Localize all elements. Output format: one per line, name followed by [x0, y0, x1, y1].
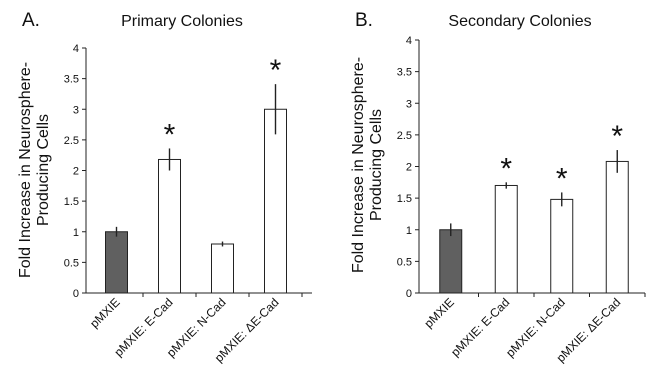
- panel-b-bar: [605, 160, 629, 294]
- panel-b-y-tick-label: 4: [406, 35, 412, 47]
- panel-b-y-tick-label: 0: [406, 288, 412, 300]
- panel-b-bars: * * *: [439, 120, 629, 294]
- panel-a-y-tick-label: 3: [73, 104, 79, 116]
- panel-a-bar: [264, 108, 287, 294]
- panel-b-y-tick-label: 0.5: [397, 256, 412, 268]
- panel-a-y-tick-label: 2: [73, 166, 79, 178]
- panel-b-y-tick-label: 1.5: [397, 193, 412, 205]
- panel-a-y-tick-label: 0: [73, 288, 79, 300]
- panel-b-ylabel-line-2: Producing Cells: [368, 109, 385, 221]
- panel-a-y-tick-label: 2.5: [64, 135, 79, 147]
- panel-b-y-tick-label: 2.5: [397, 130, 412, 142]
- panel-a-significance-star: *: [270, 54, 282, 87]
- panel-a-title: Primary Colonies: [121, 13, 243, 30]
- panel-b-y-tick-label: 3: [406, 98, 412, 110]
- panel-a: A. Primary Colonies Fold Increase in Neu…: [17, 10, 312, 365]
- panel-a-ylabel-line-1: Fold Increase in Neurosphere-: [17, 62, 34, 278]
- panel-b: B. Secondary Colonies Fold Increase in N…: [350, 10, 646, 365]
- panel-b-ylabel-line-1: Fold Increase in Neurosphere-: [350, 57, 367, 273]
- panel-a-y-tick-label: 0.5: [64, 257, 79, 269]
- panel-a-y-tick-label: 3.5: [64, 74, 79, 86]
- panel-b-axes: 0 0.5 1 1.5 2 2.5 3 3.5 4: [397, 35, 646, 300]
- panel-a-bar: [211, 243, 234, 294]
- panel-b-title: Secondary Colonies: [448, 13, 591, 30]
- panel-a-ylabel-line-2: Producing Cells: [35, 114, 52, 226]
- panel-b-y-tick-label: 1: [406, 225, 412, 237]
- panel-a-bar: [105, 231, 128, 294]
- panel-a-bar: [158, 158, 181, 294]
- panel-b-letter: B.: [355, 10, 373, 31]
- panel-a-y-tick-label: 1.5: [64, 196, 79, 208]
- panel-a-y-axis-label: Fold Increase in Neurosphere- Producing …: [17, 62, 52, 278]
- panel-a-significance-star: *: [164, 118, 176, 151]
- panel-b-y-tick-label: 2: [406, 162, 412, 174]
- panel-a-letter: A.: [22, 10, 40, 31]
- panel-a-bars: **: [105, 54, 287, 294]
- panel-b-significance-star: *: [556, 162, 568, 195]
- panel-b-significance-star: *: [611, 120, 623, 153]
- panel-b-bar: [494, 184, 518, 294]
- panel-a-category-label: pMXIE: [87, 295, 122, 330]
- panel-b-y-tick-label: 3.5: [397, 67, 412, 79]
- panel-a-y-tick-label: 1: [73, 227, 79, 239]
- panel-b-y-axis-label: Fold Increase in Neurosphere- Producing …: [350, 57, 385, 273]
- panel-b-significance-star: *: [500, 152, 512, 185]
- panel-b-bar: [550, 198, 574, 294]
- panel-a-y-tick-label: 4: [73, 43, 79, 55]
- panel-b-category-label: pMXIE: [422, 295, 457, 330]
- panel-b-bar: [439, 229, 463, 294]
- panel-a-axes: 0 0.5 1 1.5 2 2.5 3 3.5 4: [64, 43, 312, 300]
